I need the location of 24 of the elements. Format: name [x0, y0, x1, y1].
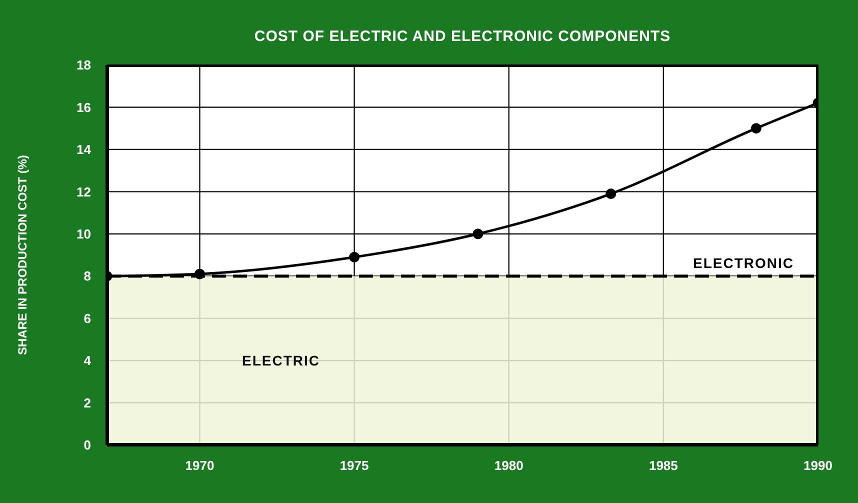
y-tick-label: 6 [84, 310, 91, 326]
chart-title: COST OF ELECTRIC AND ELECTRONIC COMPONENTS [253, 28, 672, 45]
x-tick-label: 1985 [648, 458, 678, 474]
point [349, 252, 360, 262]
x-tick-label: 1980 [494, 458, 524, 474]
y-tick-label: 10 [76, 226, 91, 242]
band-label: ELECTRIC [242, 352, 320, 369]
point [606, 188, 616, 200]
y-tick-label: 0 [84, 438, 91, 453]
y-tick-label: 12 [76, 184, 91, 200]
y-tick-label: 14 [76, 142, 92, 158]
y-tick-label: 8 [84, 268, 91, 284]
x-tick-label: 1990 [804, 458, 832, 474]
y-tick-label: 18 [76, 58, 91, 73]
x-tick-label: 1975 [340, 458, 369, 474]
y-axis-title: SHARE IN PRODUCTION COST (%) [15, 154, 30, 356]
point [194, 268, 205, 280]
x-tick-label: 1970 [185, 458, 214, 474]
text: ELECTRONIC [693, 255, 794, 271]
y-tick-label: 16 [76, 100, 91, 115]
point [472, 228, 484, 240]
y-tick-label: 2 [84, 395, 91, 410]
point [750, 123, 762, 134]
y-tick-label: 4 [84, 353, 92, 368]
